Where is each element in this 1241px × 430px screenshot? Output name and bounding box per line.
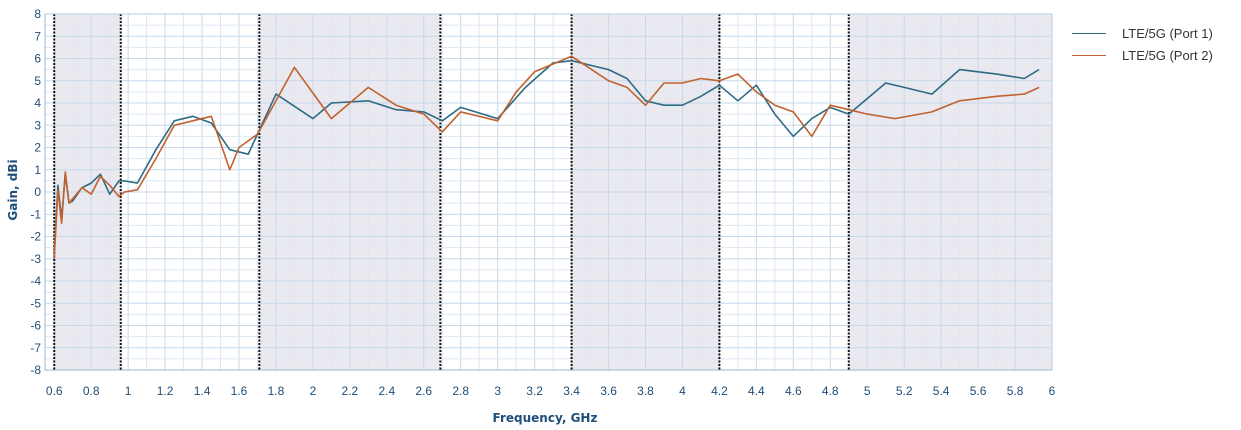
plot-border [44, 13, 1053, 371]
legend-swatch-port1 [1072, 32, 1106, 34]
x-tick-label-22: 5 [864, 384, 871, 398]
x-tick-label-8: 2.2 [342, 384, 359, 398]
x-tick-label-11: 2.8 [452, 384, 469, 398]
y-tick-label-10: -2 [30, 230, 41, 244]
legend-label-port1: LTE/5G (Port 1) [1122, 25, 1213, 41]
y-tick-label-8: 0 [34, 185, 41, 199]
legend-item-port1: LTE/5G (Port 1) [1072, 22, 1213, 44]
y-tick-label-14: -6 [30, 319, 41, 333]
x-tick-label-12: 3 [494, 384, 501, 398]
x-tick-label-1: 0.8 [83, 384, 100, 398]
y-tick-label-4: 4 [34, 96, 41, 110]
series-lines [53, 55, 1040, 259]
x-tick-label-5: 1.6 [231, 384, 248, 398]
y-tick-label-1: 7 [34, 29, 41, 43]
x-tick-label-4: 1.4 [194, 384, 211, 398]
x-tick-label-2: 1 [125, 384, 132, 398]
series-line-port2 [53, 55, 1040, 259]
series-line-port1 [53, 59, 1040, 255]
legend-item-port2: LTE/5G (Port 2) [1072, 44, 1213, 66]
x-tick-label-10: 2.6 [415, 384, 432, 398]
x-tick-labels: 0.6 0.8 1 1.2 1.4 1.6 1.8 2 2.2 2.4 2.6 2.8 3 3.2 3.4 3… [46, 384, 1056, 398]
x-tick-label-17: 4 [679, 384, 686, 398]
y-tick-label-2: 6 [34, 52, 41, 66]
y-tick-label-5: 3 [34, 118, 41, 132]
x-tick-label-23: 5.2 [896, 384, 913, 398]
x-tick-label-14: 3.4 [563, 384, 580, 398]
x-tick-label-0: 0.6 [46, 384, 63, 398]
y-tick-label-11: -3 [30, 252, 41, 266]
x-tick-label-18: 4.2 [711, 384, 728, 398]
y-tick-labels: 8 7 6 5 4 3 2 1 0 -1 -2 -3 -4 -5 -6 -7 -8 [30, 7, 41, 377]
y-tick-label-12: -4 [30, 274, 41, 288]
y-tick-label-15: -7 [30, 341, 41, 355]
x-axis-title: Frequency, GHz [493, 411, 598, 425]
y-tick-label-9: -1 [30, 207, 41, 221]
x-tick-label-16: 3.8 [637, 384, 654, 398]
y-tick-label-7: 1 [34, 163, 41, 177]
x-tick-label-24: 5.4 [933, 384, 950, 398]
x-tick-label-19: 4.4 [748, 384, 765, 398]
y-tick-label-0: 8 [34, 7, 41, 21]
x-tick-label-15: 3.6 [600, 384, 617, 398]
y-tick-label-6: 2 [34, 141, 41, 155]
legend-label-port2: LTE/5G (Port 2) [1122, 47, 1213, 63]
y-tick-label-16: -8 [30, 363, 41, 377]
x-tick-label-20: 4.6 [785, 384, 802, 398]
legend: LTE/5G (Port 1) LTE/5G (Port 2) [1072, 22, 1213, 66]
x-tick-label-7: 2 [310, 384, 317, 398]
x-tick-label-25: 5.6 [970, 384, 987, 398]
x-tick-label-6: 1.8 [268, 384, 285, 398]
x-tick-label-9: 2.4 [378, 384, 395, 398]
x-tick-label-13: 3.2 [526, 384, 543, 398]
grid-lines [45, 13, 1053, 371]
x-tick-label-3: 1.2 [157, 384, 174, 398]
x-tick-label-21: 4.8 [822, 384, 839, 398]
legend-swatch-port2 [1072, 54, 1106, 56]
x-tick-label-26: 5.8 [1007, 384, 1024, 398]
x-tick-label-27: 6 [1049, 384, 1056, 398]
y-tick-label-13: -5 [30, 296, 41, 310]
y-tick-label-3: 5 [34, 74, 41, 88]
y-axis-title: Gain, dBi [6, 159, 20, 220]
